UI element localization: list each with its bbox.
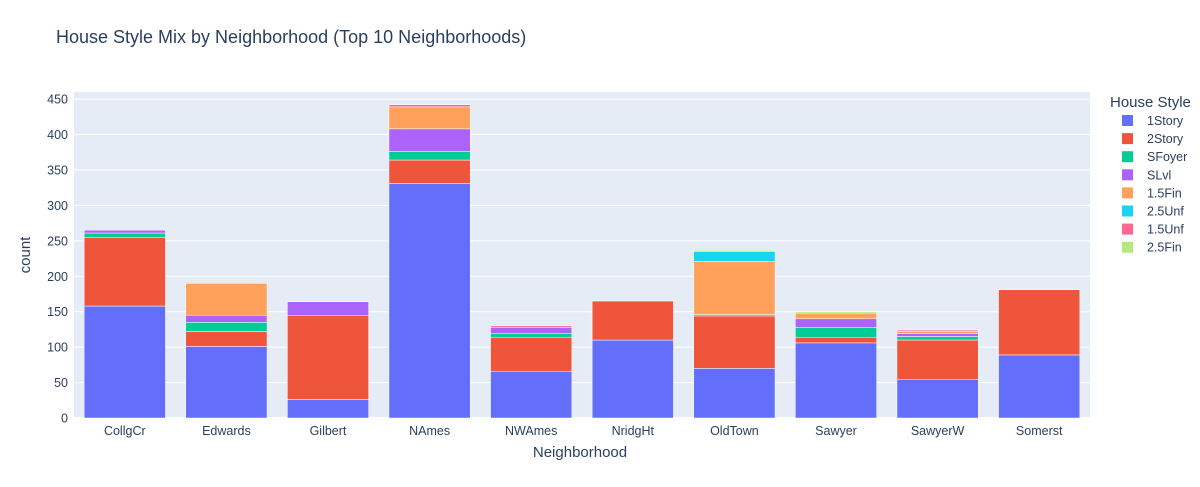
bar-segment-1-5fin	[795, 312, 877, 320]
bar-segment-2story	[490, 336, 573, 372]
bar-segment-1story	[591, 339, 674, 419]
bar-segment-sfoyer	[490, 333, 573, 338]
bar-segment-1-5fin	[896, 331, 979, 334]
y-tick-label: 200	[47, 270, 68, 284]
bar-segment-1-5fin	[693, 261, 776, 315]
legend-item[interactable]: SFoyer	[1122, 150, 1187, 164]
y-tick-label: 0	[61, 412, 68, 426]
bar-segment-2story	[795, 336, 877, 344]
chart-title: House Style Mix by Neighborhood (Top 10 …	[56, 27, 526, 47]
bar-segment-slvl	[795, 318, 877, 328]
legend-swatch	[1122, 223, 1133, 235]
legend-label: 1Story	[1147, 114, 1184, 128]
y-axis-title: count	[17, 236, 34, 274]
legend-label: 1.5Unf	[1147, 223, 1184, 237]
bar-segment-1story	[185, 346, 268, 419]
x-tick-label: Edwards	[202, 424, 251, 438]
x-tick-label: Gilbert	[310, 424, 347, 438]
bar-segment-slvl	[896, 333, 979, 337]
legend-item[interactable]: SLvl	[1122, 168, 1171, 182]
y-tick-label: 400	[47, 128, 68, 142]
bar-segment-1-5fin	[388, 106, 471, 130]
x-tick-label: SawyerW	[911, 424, 965, 438]
bar-segment-slvl	[185, 314, 268, 323]
legend-swatch	[1122, 241, 1133, 253]
x-tick-label: Somerst	[1016, 424, 1063, 438]
legend: House Style 1Story 2Story SFoyer SLvl 1.5Fin…	[1110, 94, 1191, 255]
legend-swatch	[1122, 187, 1133, 199]
y-tick-label: 250	[47, 234, 68, 248]
legend-item[interactable]: 2Story	[1122, 132, 1184, 146]
bar-segment-slvl	[83, 229, 166, 234]
legend-swatch	[1122, 205, 1133, 217]
bar-segment-2-5fin	[693, 249, 776, 251]
bar-segment-1story	[287, 399, 369, 419]
bar-segment-1story	[896, 379, 979, 419]
x-tick-label: OldTown	[710, 424, 759, 438]
bar-segment-2story	[287, 314, 369, 400]
x-axis-title: Neighborhood	[533, 444, 627, 461]
legend-title: House Style	[1110, 94, 1191, 111]
legend-swatch	[1122, 133, 1133, 145]
bar-segment-1story	[795, 342, 877, 419]
bar-segment-2story	[693, 315, 776, 369]
legend-label: SFoyer	[1147, 150, 1187, 164]
legend-item[interactable]: 2.5Unf	[1122, 205, 1184, 219]
x-tick-label: CollgCr	[104, 424, 146, 438]
bar-segment-1story	[83, 305, 166, 419]
legend-items: 1Story 2Story SFoyer SLvl 1.5Fin 2.5Unf 1.5Unf…	[1122, 114, 1187, 255]
x-tick-label: Sawyer	[815, 424, 857, 438]
legend-item[interactable]: 2.5Fin	[1122, 241, 1182, 255]
legend-label: 2.5Fin	[1147, 241, 1182, 255]
legend-label: 1.5Fin	[1147, 186, 1182, 200]
y-tick-label: 150	[47, 305, 68, 319]
bar-segment-2-5unf	[693, 251, 776, 262]
x-tick-labels: CollgCr Edwards Gilbert NAmes NWAmes NridgHt O…	[104, 424, 1063, 438]
bar-segment-1story	[998, 354, 1081, 419]
legend-item[interactable]: 1.5Unf	[1122, 223, 1184, 237]
bar-segment-2story	[388, 159, 471, 184]
y-tick-label: 450	[47, 93, 68, 107]
legend-label: 2Story	[1147, 132, 1184, 146]
y-tick-labels: 0 50 100 150 200 250 300 350 400 450	[47, 93, 68, 426]
bar-segment-1-5unf	[388, 104, 471, 108]
legend-item[interactable]: 1Story	[1122, 114, 1184, 128]
bar-segment-sfoyer	[185, 322, 268, 332]
y-tick-label: 350	[47, 163, 68, 177]
bar-segment-sfoyer	[388, 151, 471, 161]
bar-segment-1story	[490, 370, 573, 419]
legend-swatch	[1122, 169, 1133, 181]
x-tick-label: NAmes	[409, 424, 450, 438]
y-tick-label: 100	[47, 341, 68, 355]
bar-segment-2-5fin	[795, 311, 877, 314]
bar-segment-2story	[185, 331, 268, 347]
bar-segment-2story	[998, 289, 1081, 356]
bar-segment-1-5unf	[490, 325, 573, 328]
y-tick-label: 300	[47, 199, 68, 213]
bar-segment-slvl	[490, 327, 573, 334]
bar-segment-sfoyer	[83, 232, 166, 238]
bar-segment-1story	[388, 183, 471, 419]
legend-label: SLvl	[1147, 168, 1171, 182]
bar-segment-2story	[83, 237, 166, 307]
bar-segment-sfoyer	[896, 336, 979, 341]
y-tick-label: 50	[54, 376, 68, 390]
bars	[83, 104, 1081, 419]
legend-item[interactable]: 1.5Fin	[1122, 186, 1182, 200]
bar-segment-sfoyer	[795, 327, 877, 338]
x-tick-label: NridgHt	[612, 424, 655, 438]
bar-segment-2story	[896, 339, 979, 380]
bar-segment-1-5unf	[896, 329, 979, 332]
bar-segment-1story	[693, 368, 776, 419]
bar-segment-1-5fin	[185, 283, 268, 316]
legend-label: 2.5Unf	[1147, 205, 1184, 219]
legend-swatch	[1122, 151, 1133, 163]
bar-segment-slvl	[388, 128, 471, 152]
bar-segment-2story	[591, 300, 674, 341]
legend-swatch	[1122, 115, 1133, 126]
x-tick-label: NWAmes	[505, 424, 557, 438]
bar-segment-slvl	[287, 301, 369, 316]
